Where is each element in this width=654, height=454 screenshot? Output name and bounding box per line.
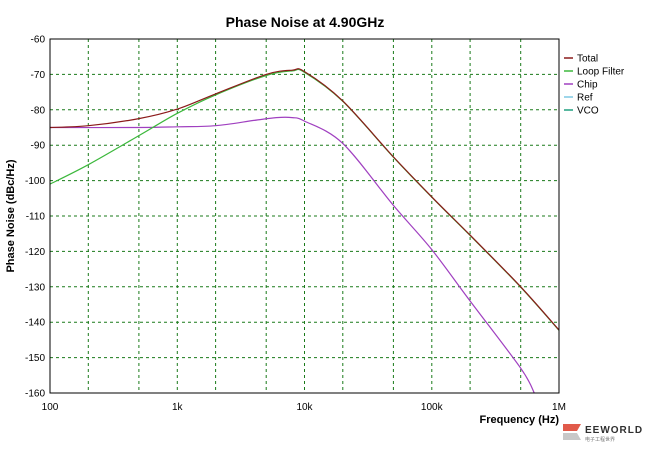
chart-title: Phase Noise at 4.90GHz — [226, 14, 385, 30]
x-tick-label: 1k — [172, 402, 184, 413]
legend: Total Loop Filter Chip Ref VCO — [564, 54, 625, 117]
y-tick-label: -90 — [31, 141, 46, 152]
y-tick-label: -120 — [25, 247, 45, 258]
y-tick-label: -130 — [25, 282, 45, 293]
y-tick-labels: -60 -70 -80 -90 -100 -110 -120 -130 -140 -150 -160 — [25, 35, 45, 400]
legend-label-chip: Chip — [577, 80, 598, 91]
x-tick-label: 10k — [296, 402, 313, 413]
watermark-logo: EEWORLD 电子工程世界 — [563, 424, 643, 443]
y-tick-label: -140 — [25, 318, 45, 329]
x-tick-label: 100k — [421, 402, 444, 413]
plot-series — [49, 68, 560, 394]
legend-label-vco: VCO — [577, 106, 599, 117]
series-line-total — [49, 68, 560, 331]
y-tick-label: -150 — [25, 353, 45, 364]
series-line-chip — [49, 116, 535, 394]
y-tick-label: -110 — [26, 212, 46, 223]
x-tick-label: 1M — [552, 402, 566, 413]
y-tick-label: -160 — [25, 389, 45, 400]
x-tick-labels: 100 1k 10k 100k 1M — [42, 402, 566, 413]
legend-label-loop-filter: Loop Filter — [577, 67, 625, 78]
y-tick-label: -60 — [31, 35, 46, 46]
watermark-brand: EEWORLD — [585, 425, 643, 436]
y-tick-label: -100 — [25, 176, 45, 187]
x-tick-label: 100 — [42, 402, 59, 413]
y-tick-label: -70 — [31, 70, 46, 81]
y-axis-label: Phase Noise (dBc/Hz) — [5, 159, 17, 272]
plot-frame — [49, 38, 560, 394]
x-axis-label: Frequency (Hz) — [480, 414, 560, 426]
y-tick-label: -80 — [31, 105, 46, 116]
legend-label-total: Total — [577, 54, 598, 65]
grid — [50, 39, 559, 393]
watermark-sub: 电子工程世界 — [585, 436, 615, 443]
legend-label-ref: Ref — [577, 93, 593, 104]
